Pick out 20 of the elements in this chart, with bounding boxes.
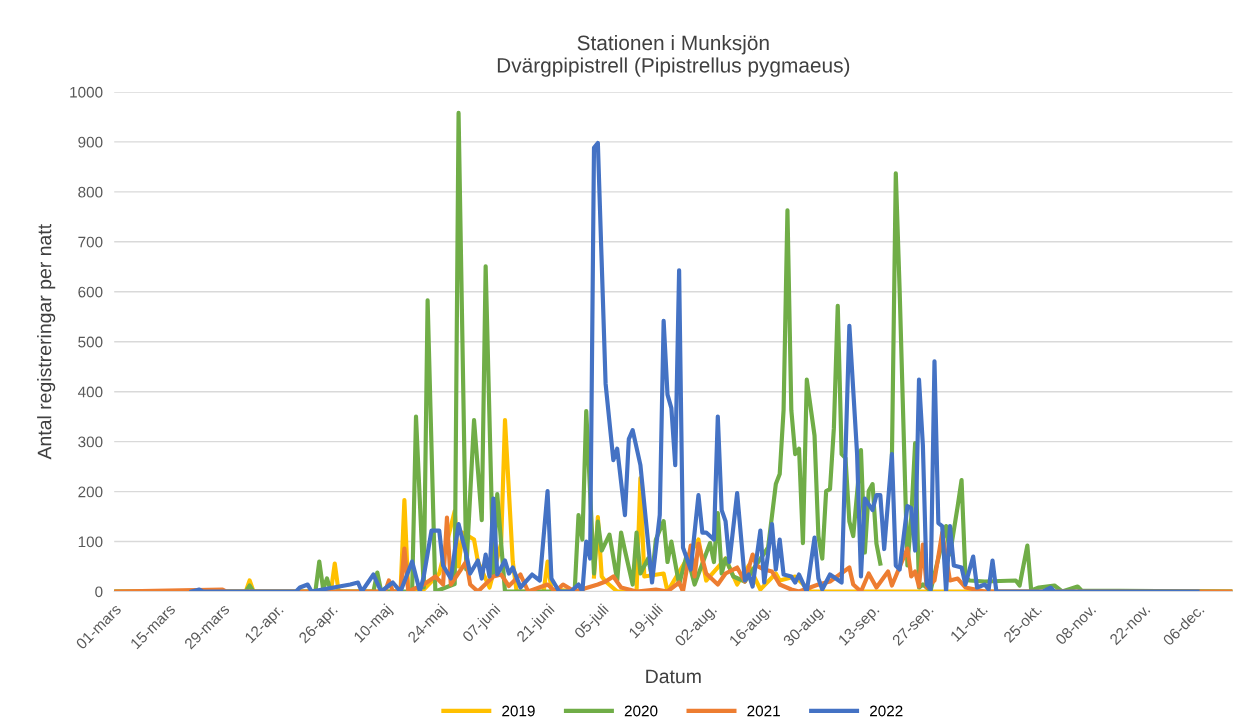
line-series [189, 140, 1200, 592]
y-tick-label: 600 [78, 286, 103, 298]
legend-label: 2020 [624, 705, 658, 717]
y-tick-label: 900 [78, 136, 103, 148]
y-tick-label: 0 [95, 586, 103, 598]
legend-label: 2021 [747, 705, 780, 717]
chart-title: Stationen i Munksjön [577, 34, 769, 55]
x-axis-title: Datum [646, 669, 701, 684]
y-tick-label: 500 [78, 336, 103, 348]
y-tick-label: 100 [78, 536, 103, 548]
legend-label: 2019 [502, 705, 535, 717]
y-axis-title: Antal registreringar per natt [37, 224, 56, 460]
legend-label: 2022 [870, 705, 903, 717]
y-tick-label: 800 [78, 186, 103, 198]
y-tick-label: 300 [78, 436, 103, 448]
y-tick-label: 1000 [70, 86, 103, 98]
chart-subtitle: Dvärgpipistrell (Pipistrellus pygmaeus) [497, 57, 850, 77]
y-tick-label: 700 [78, 236, 103, 248]
y-tick-label: 400 [77, 386, 103, 398]
y-tick-label: 200 [78, 486, 103, 498]
